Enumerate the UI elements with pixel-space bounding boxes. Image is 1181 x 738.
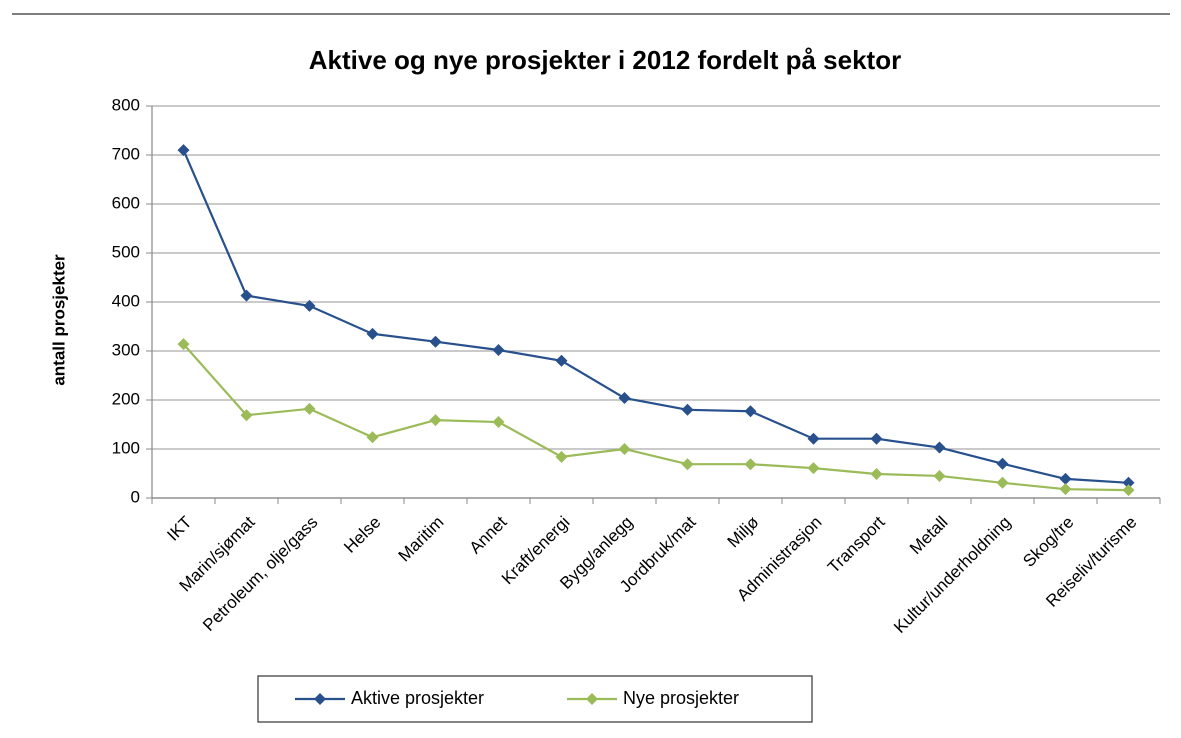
point-marker [1122, 484, 1135, 497]
point-marker [1059, 483, 1072, 496]
y-tick-label: 600 [112, 193, 140, 212]
x-tick-label: Skog/tre [1019, 513, 1077, 571]
point-marker [177, 144, 190, 157]
point-marker [177, 338, 190, 351]
point-marker [429, 414, 442, 427]
x-tick-label: Helse [340, 513, 384, 557]
point-marker [744, 405, 757, 418]
x-tick-label: Maritim [395, 513, 448, 566]
series-line [182, 343, 1129, 492]
point-marker [492, 416, 505, 429]
point-marker [933, 441, 946, 454]
point-marker [618, 392, 631, 405]
point-marker [870, 467, 883, 480]
x-tick-label: Petroleum, olje/gass [199, 513, 321, 635]
legend-label: Aktive prosjekter [351, 688, 484, 708]
point-marker [807, 462, 820, 475]
point-marker [744, 458, 757, 471]
point-marker [870, 432, 883, 445]
point-marker [1059, 472, 1072, 485]
y-tick-label: 800 [112, 95, 140, 114]
point-marker [303, 299, 316, 312]
point-marker [555, 354, 568, 367]
y-tick-label: 0 [131, 487, 140, 506]
point-marker [681, 403, 694, 416]
y-tick-label: 300 [112, 340, 140, 359]
y-tick-label: 400 [112, 291, 140, 310]
y-axis-label: antall prosjekter [49, 254, 68, 386]
y-tick-label: 500 [112, 242, 140, 261]
point-marker [996, 476, 1009, 489]
legend-marker [314, 693, 326, 705]
x-tick-label: Metall [906, 513, 952, 559]
point-marker [618, 443, 631, 455]
x-tick-label: Annet [466, 512, 511, 557]
point-marker [366, 431, 379, 444]
series-line [182, 149, 1129, 484]
legend-label: Nye prosjekter [623, 688, 739, 708]
point-marker [303, 402, 316, 415]
x-tick-label: Kultur/underholdning [890, 513, 1014, 637]
point-marker [996, 457, 1009, 470]
point-marker [492, 344, 505, 357]
point-marker [807, 432, 820, 445]
point-marker [555, 450, 568, 463]
legend-marker [586, 693, 598, 705]
x-tick-label: IKT [163, 513, 195, 545]
y-tick-label: 100 [112, 438, 140, 457]
point-marker [1122, 476, 1135, 489]
x-tick-label: Transport [824, 512, 889, 577]
point-marker [681, 458, 694, 471]
point-marker [366, 327, 379, 340]
point-marker [933, 469, 946, 482]
x-tick-label: Miljø [724, 513, 763, 552]
y-tick-label: 200 [112, 389, 140, 408]
chart-title: Aktive og nye prosjekter i 2012 fordelt … [309, 45, 901, 75]
legend-box [257, 675, 813, 723]
point-marker [240, 409, 253, 422]
point-marker [240, 289, 253, 302]
point-marker [429, 335, 442, 348]
y-tick-label: 700 [112, 144, 140, 163]
